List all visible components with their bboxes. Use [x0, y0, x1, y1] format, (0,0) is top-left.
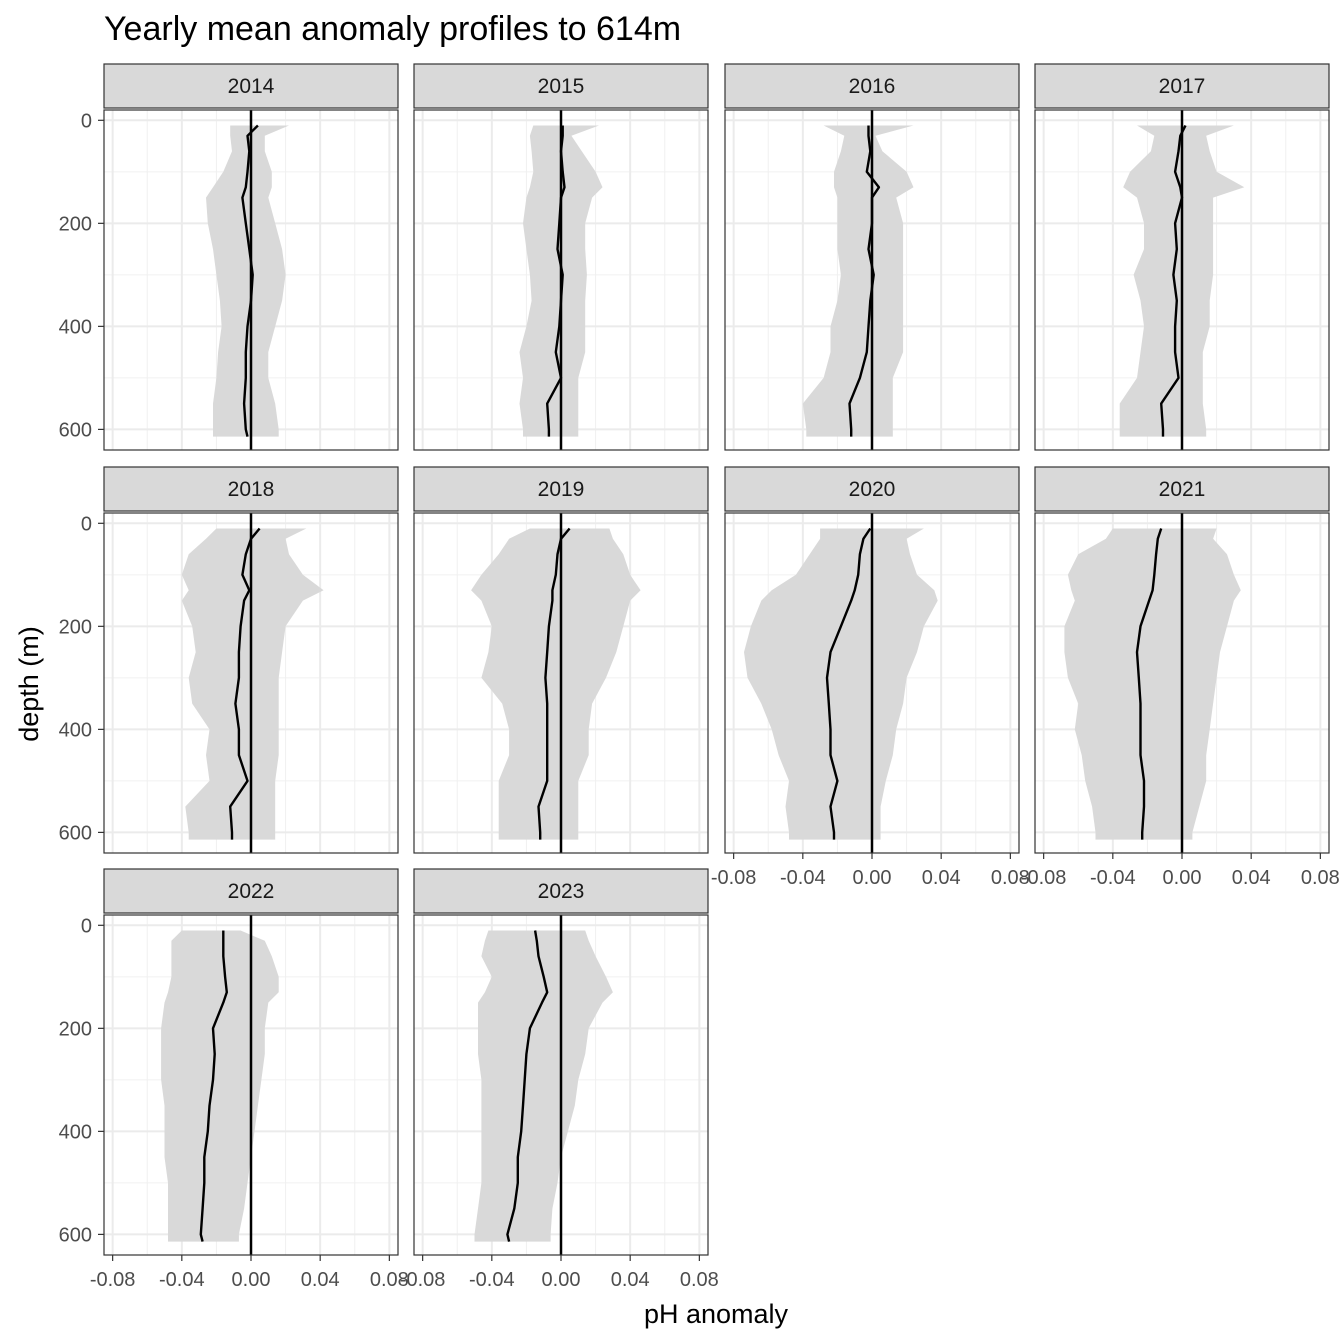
facet-strip-label: 2021 [1159, 478, 1206, 501]
facet-strip [1034, 63, 1330, 109]
anomaly-range-band [802, 125, 914, 437]
anomaly-range-band [744, 528, 938, 840]
y-tick-label: 0 [81, 110, 92, 132]
x-tick-label: 0.04 [611, 1269, 650, 1291]
y-tick-label: 0 [81, 915, 92, 937]
facet-strip [413, 466, 709, 512]
facet-strip [103, 63, 399, 109]
mean-anomaly-line [506, 930, 549, 1242]
x-tick-label: 0.00 [542, 1269, 581, 1291]
facet-strip-label: 2018 [228, 478, 275, 501]
chart-title: Yearly mean anomaly profiles to 614m [104, 10, 681, 48]
x-tick-label: -0.04 [780, 867, 826, 889]
panel-border [413, 512, 709, 854]
x-tick-label: 0.00 [232, 1269, 271, 1291]
x-tick-label: -0.04 [1090, 867, 1136, 889]
facet-strip-label: 2020 [849, 478, 896, 501]
x-tick-label: -0.08 [90, 1269, 136, 1291]
panel-border [103, 109, 399, 451]
facet-panel-2018: 2018 0 200 400 600 [59, 466, 399, 854]
mean-anomaly-line [199, 930, 229, 1242]
facet-panel-2020: 2020 -0.08 -0.04 0.00 0.04 0.08 [711, 466, 1030, 889]
y-tick-label: 600 [59, 1224, 92, 1246]
x-tick-label: -0.04 [159, 1269, 205, 1291]
panel-border [1034, 109, 1330, 451]
y-tick-label: 600 [59, 822, 92, 844]
x-tick-label: -0.08 [400, 1269, 446, 1291]
x-tick-label: 0.08 [370, 1269, 409, 1291]
y-tick-label: 200 [59, 616, 92, 638]
facet-panel-2014: 2014 0 200 400 600 [59, 63, 399, 451]
facet-strip [413, 63, 709, 109]
facet-strip-label: 2019 [538, 478, 585, 501]
facet-strip [1034, 466, 1330, 512]
mean-anomaly-line [1159, 124, 1187, 437]
x-tick-label: 0.04 [922, 867, 961, 889]
y-tick-label: 0 [81, 513, 92, 535]
anomaly-range-band [474, 930, 613, 1242]
anomaly-range-band [1064, 528, 1241, 840]
mean-anomaly-line [228, 527, 261, 840]
facet-strip-label: 2014 [228, 75, 275, 98]
anomaly-range-band [206, 125, 289, 437]
y-tick-label: 400 [59, 316, 92, 338]
y-tick-label: 200 [59, 213, 92, 235]
panel-border [103, 512, 399, 854]
facet-strip [413, 868, 709, 914]
facet-panel-2021: 2021 -0.08 -0.04 0.00 0.04 0.08 [1021, 466, 1340, 889]
mean-anomaly-line [546, 125, 566, 437]
facet-strip-label: 2017 [1159, 75, 1206, 98]
facet-strip [724, 466, 1020, 512]
facet-panel-2019: 2019 [413, 466, 709, 854]
facet-panel-2023: 2023 -0.08 -0.04 0.00 0.04 0.08 [400, 868, 719, 1291]
facet-panel-2015: 2015 [413, 63, 709, 451]
facet-strip-label: 2015 [538, 75, 585, 98]
x-tick-label: 0.08 [991, 867, 1030, 889]
mean-anomaly-line [537, 527, 571, 840]
x-tick-label: -0.08 [1021, 867, 1067, 889]
facet-panels: 2014 0 200 400 600 2015 2016 2017 2018 0 200 400 600… [59, 63, 1340, 1291]
y-axis-title: depth (m) [14, 626, 44, 742]
mean-anomaly-line [241, 124, 259, 437]
x-tick-label: 0.00 [853, 867, 892, 889]
y-tick-label: 200 [59, 1018, 92, 1040]
facet-strip [103, 868, 399, 914]
facet-strip [724, 63, 1020, 109]
panel-border [724, 109, 1020, 451]
anomaly-range-band [161, 930, 279, 1242]
facet-panel-2016: 2016 [724, 63, 1020, 451]
facet-panel-2017: 2017 [1034, 63, 1330, 451]
facet-strip-label: 2022 [228, 880, 275, 903]
x-tick-label: -0.04 [469, 1269, 515, 1291]
y-tick-label: 400 [59, 719, 92, 741]
x-tick-label: 0.04 [1232, 867, 1271, 889]
panel-border [413, 109, 709, 451]
facet-strip [103, 466, 399, 512]
facet-panel-2022: 2022 0 200 400 600 -0.08 -0.04 0.00 0.04 0.08 [59, 868, 409, 1291]
mean-anomaly-line [848, 125, 881, 437]
mean-anomaly-line [1135, 528, 1163, 840]
x-tick-label: 0.08 [680, 1269, 719, 1291]
anomaly-range-band [181, 528, 324, 840]
facet-strip-label: 2023 [538, 880, 585, 903]
x-tick-label: 0.00 [1163, 867, 1202, 889]
mean-anomaly-line [825, 527, 872, 840]
x-tick-label: 0.08 [1301, 867, 1340, 889]
y-tick-label: 400 [59, 1121, 92, 1143]
facet-strip-label: 2016 [849, 75, 896, 98]
x-tick-label: -0.08 [711, 867, 757, 889]
x-axis-title: pH anomaly [644, 1299, 789, 1329]
x-tick-label: 0.04 [301, 1269, 340, 1291]
y-tick-label: 600 [59, 419, 92, 441]
anomaly-range-band [471, 528, 641, 840]
